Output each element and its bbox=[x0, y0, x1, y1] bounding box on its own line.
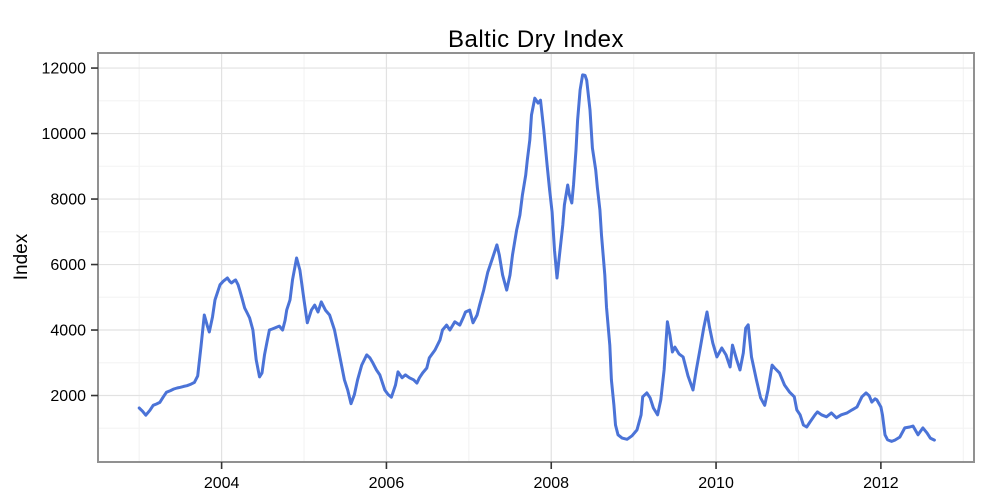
plot-background bbox=[98, 53, 974, 462]
x-tick-label: 2004 bbox=[204, 475, 240, 492]
x-tick-label: 2008 bbox=[533, 475, 569, 492]
x-tick-label: 2010 bbox=[698, 475, 734, 492]
y-tick-label: 10000 bbox=[42, 126, 87, 143]
plot-border bbox=[97, 52, 975, 463]
chart-title: Baltic Dry Index bbox=[447, 26, 625, 53]
y-tick-label: 4000 bbox=[50, 323, 86, 340]
x-tick-label: 2012 bbox=[863, 475, 899, 492]
y-tick-label: 12000 bbox=[42, 61, 87, 78]
y-tick-label: 6000 bbox=[50, 257, 86, 274]
x-tick-label: 2006 bbox=[369, 475, 405, 492]
data-line bbox=[137, 73, 936, 443]
y-tick-label: 2000 bbox=[50, 388, 86, 405]
y-tick-label: 8000 bbox=[50, 192, 86, 209]
